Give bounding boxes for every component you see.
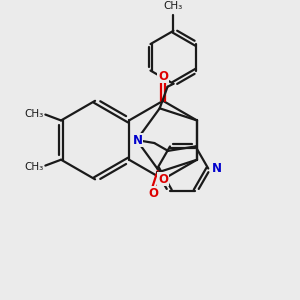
- Text: N: N: [133, 134, 142, 147]
- Text: O: O: [149, 187, 159, 200]
- Text: O: O: [158, 70, 168, 83]
- Text: N: N: [212, 162, 222, 175]
- Text: CH₃: CH₃: [24, 109, 44, 118]
- Text: O: O: [158, 173, 168, 186]
- Text: CH₃: CH₃: [24, 162, 44, 172]
- Text: CH₃: CH₃: [164, 1, 183, 11]
